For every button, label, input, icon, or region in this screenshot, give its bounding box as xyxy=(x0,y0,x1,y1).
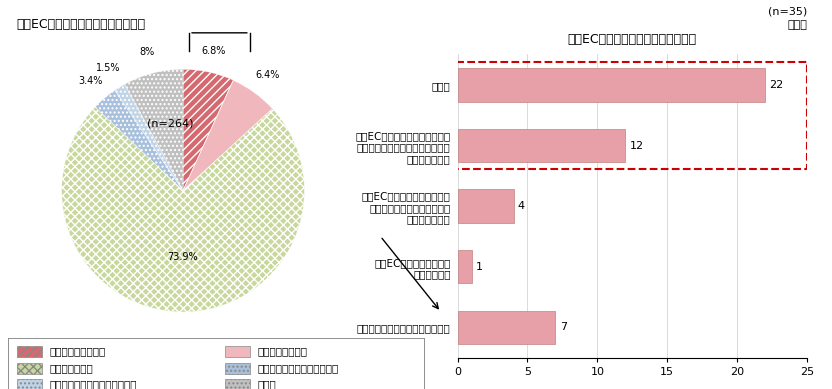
Text: 無回答: 無回答 xyxy=(258,379,277,389)
Bar xyxy=(458,129,626,162)
Bar xyxy=(225,345,250,357)
Wedge shape xyxy=(62,107,305,312)
Text: (n=264): (n=264) xyxy=(146,119,193,129)
Text: 8%: 8% xyxy=(140,47,155,57)
Text: 大型EC事業者の近年の成長について: 大型EC事業者の近年の成長について xyxy=(16,18,146,31)
Title: 大手EC事業者の成長を歓迎する理由: 大手EC事業者の成長を歓迎する理由 xyxy=(567,33,697,46)
Text: 7: 7 xyxy=(560,322,567,333)
Bar xyxy=(458,250,472,284)
Bar xyxy=(17,345,42,357)
Text: 6.4%: 6.4% xyxy=(255,70,280,80)
Text: 4: 4 xyxy=(518,201,525,211)
Bar xyxy=(225,379,250,389)
Bar xyxy=(458,68,765,102)
Text: 1.5%: 1.5% xyxy=(96,63,121,74)
Text: 大いに歓迎している: 大いに歓迎している xyxy=(50,346,106,356)
Text: 22: 22 xyxy=(770,80,784,90)
Text: (n=35)
（社）: (n=35) （社） xyxy=(768,6,807,30)
Text: 3.4%: 3.4% xyxy=(78,76,102,86)
Text: どちらでもない: どちらでもない xyxy=(50,363,94,373)
Text: 6.8%: 6.8% xyxy=(201,46,225,56)
Wedge shape xyxy=(115,84,183,191)
Text: やや歓迎している: やや歓迎している xyxy=(258,346,308,356)
Wedge shape xyxy=(183,80,273,191)
Text: 競合として大いに懸念している: 競合として大いに懸念している xyxy=(50,379,137,389)
Bar xyxy=(458,311,556,344)
Text: 1: 1 xyxy=(476,262,483,272)
Text: 親合としてやや懸念している: 親合としてやや懸念している xyxy=(258,363,339,373)
Text: 73.9%: 73.9% xyxy=(167,252,198,262)
Bar xyxy=(458,189,513,223)
Text: 12: 12 xyxy=(630,140,644,151)
Bar xyxy=(17,363,42,374)
Wedge shape xyxy=(183,69,233,191)
Wedge shape xyxy=(95,90,183,191)
Bar xyxy=(225,363,250,374)
Bar xyxy=(17,379,42,389)
Wedge shape xyxy=(125,69,183,191)
